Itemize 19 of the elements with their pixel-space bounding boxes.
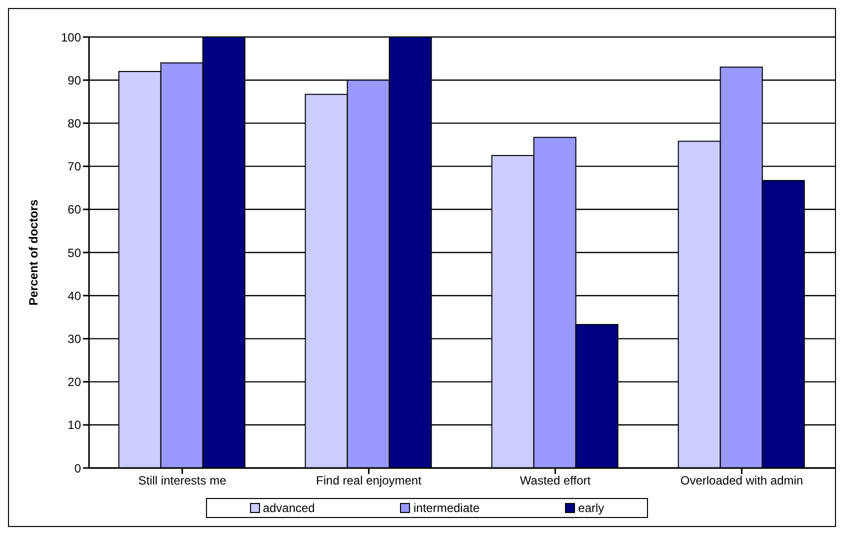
y-tick-label: 80	[68, 116, 82, 130]
legend-label: advanced	[262, 501, 315, 515]
legend-label: early	[577, 501, 604, 515]
y-tick-label: 90	[68, 73, 82, 88]
x-tick-label: Find real enjoyment	[316, 474, 422, 488]
y-tick-label: 0	[74, 461, 82, 476]
x-tick-label: Overloaded with admin	[680, 474, 804, 488]
y-tick-label: 40	[68, 288, 82, 303]
x-tick-label: Wasted effort	[520, 474, 592, 488]
legend-label: intermediate	[412, 501, 480, 515]
y-tick-label: 60	[68, 202, 82, 217]
y-tick-label: 30	[68, 332, 82, 346]
y-tick-label: 10	[68, 418, 82, 432]
y-tick-label: 100	[60, 30, 82, 44]
y-tick-label: 50	[68, 246, 82, 260]
y-tick-label: 20	[68, 375, 82, 390]
y-axis-title: Percent of doctors	[26, 199, 40, 306]
x-tick-label: Still interests me	[138, 474, 227, 488]
y-tick-label: 70	[68, 160, 82, 174]
